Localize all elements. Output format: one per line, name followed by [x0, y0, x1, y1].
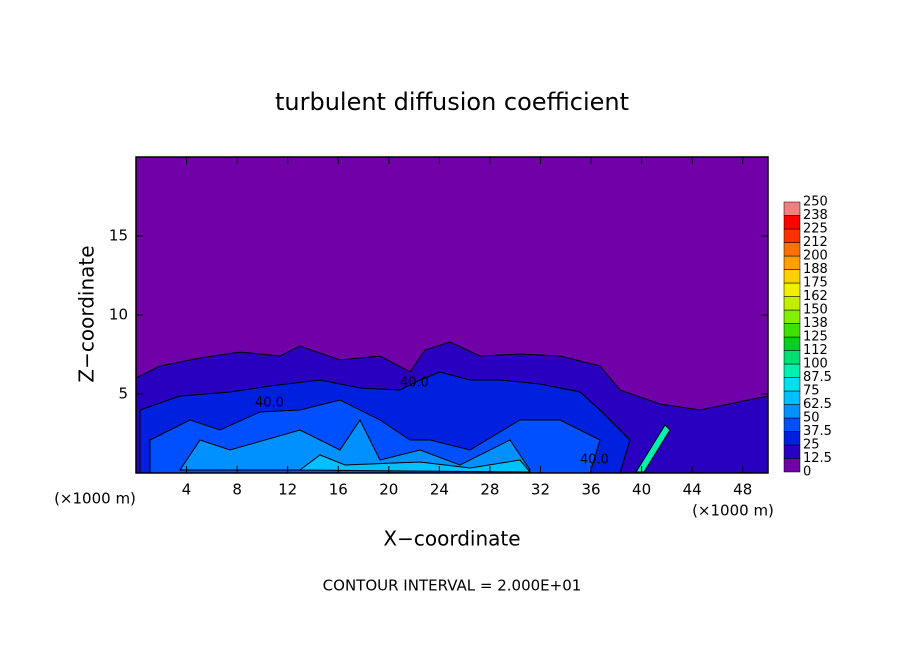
- colorbar-bin: [783, 404, 801, 419]
- colorbar-bin: [783, 377, 801, 392]
- y-tick-label: 15: [109, 227, 128, 245]
- x-tick-label: 20: [379, 481, 398, 499]
- y-tick-label: 10: [109, 306, 128, 324]
- x-axis-label: X−coordinate: [383, 527, 520, 551]
- colorbar-label: 62.5: [803, 397, 832, 412]
- colorbar-bin: [783, 269, 801, 284]
- x-tick-label: 12: [278, 481, 297, 499]
- x-tick-label: 36: [581, 481, 600, 499]
- colorbar-label: 12.5: [803, 451, 832, 466]
- colorbar-label: 175: [803, 276, 828, 291]
- footer-note: CONTOUR INTERVAL = 2.000E+01: [323, 577, 582, 595]
- colorbar-label: 162: [803, 289, 828, 304]
- y-tick-label: 5: [118, 385, 128, 403]
- colorbar-bin: [783, 296, 801, 311]
- x-tick-label: 24: [430, 481, 449, 499]
- colorbar-label: 75: [803, 384, 820, 399]
- contour-label: 40.0: [255, 396, 284, 411]
- colorbar-label: 37.5: [803, 424, 832, 439]
- colorbar-label: 0: [803, 465, 811, 480]
- colorbar-label: 238: [803, 208, 828, 223]
- x-tick-label: 32: [531, 481, 550, 499]
- colorbar-bin: [783, 444, 801, 459]
- colorbar-label: 212: [803, 235, 828, 250]
- colorbar-bin: [783, 458, 801, 473]
- colorbar-bin: [783, 323, 801, 338]
- colorbar-label: 100: [803, 357, 828, 372]
- x-unit: (×1000 m): [54, 490, 136, 508]
- colorbar-bin: [783, 363, 801, 378]
- colorbar-bin: [783, 282, 801, 297]
- colorbar-label: 150: [803, 303, 828, 318]
- colorbar-bin: [783, 309, 801, 324]
- colorbar-label: 250: [803, 195, 828, 210]
- y-axis-label: Z−coordinate: [75, 245, 99, 382]
- field: [135, 157, 769, 474]
- field-region: [179, 419, 531, 471]
- colorbar-bin: [783, 431, 801, 446]
- x-tick-label: 40: [632, 481, 651, 499]
- colorbar-label: 200: [803, 249, 828, 264]
- colorbar-bin: [783, 350, 801, 365]
- contour-label: 40.0: [400, 376, 429, 391]
- x-tick-label: 48: [733, 481, 752, 499]
- colorbar-label: 225: [803, 222, 828, 237]
- colorbar-bin: [783, 255, 801, 270]
- chart-title: turbulent diffusion coefficient: [275, 88, 629, 116]
- colorbar-bin: [783, 390, 801, 405]
- colorbar-bin: [783, 336, 801, 351]
- colorbar-label: 87.5: [803, 370, 832, 385]
- x-unit: (×1000 m): [692, 502, 774, 520]
- colorbar-label: 112: [803, 343, 828, 358]
- x-tick-label: 4: [182, 481, 192, 499]
- contour-label: 40.0: [580, 453, 609, 468]
- x-tick-label: 16: [329, 481, 348, 499]
- x-tick-label: 44: [683, 481, 702, 499]
- colorbar-label: 25: [803, 438, 820, 453]
- colorbar-label: 138: [803, 316, 828, 331]
- colorbar-label: 188: [803, 262, 828, 277]
- colorbar-bin: [783, 417, 801, 432]
- colorbar-label: 125: [803, 330, 828, 345]
- colorbar-bin: [783, 228, 801, 243]
- colorbar-bin: [783, 242, 801, 257]
- colorbar-bin: [783, 215, 801, 230]
- x-tick-label: 28: [480, 481, 499, 499]
- colorbar-label: 50: [803, 411, 820, 426]
- colorbar-bin: [783, 201, 801, 216]
- field-region: [298, 454, 532, 473]
- x-tick-label: 8: [232, 481, 242, 499]
